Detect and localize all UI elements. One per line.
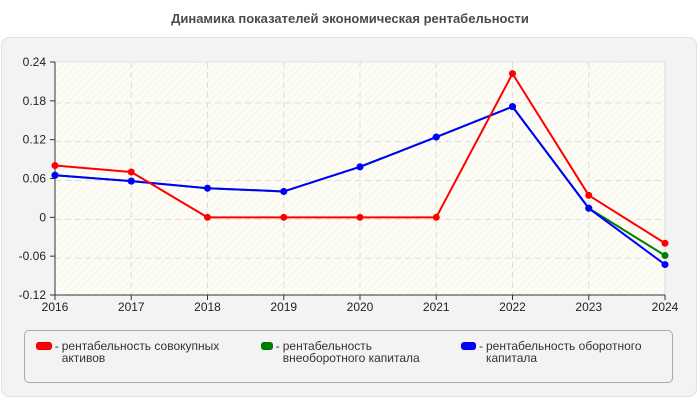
data-point[interactable] [356, 213, 364, 221]
legend-item-total-assets[interactable]: - рентабельность совокупных активов [36, 340, 251, 364]
data-point[interactable] [280, 213, 288, 221]
data-point[interactable] [204, 184, 211, 192]
series-lines [51, 70, 669, 269]
y-tick-label: 0.12 [23, 133, 47, 147]
y-tick-label: 0.24 [23, 55, 47, 69]
x-tick-label: 2016 [42, 300, 69, 314]
x-axis-ticks: 2016 2017 2018 2019 2020 2021 2022 2023 2024 [42, 295, 679, 314]
x-tick-label: 2019 [270, 300, 297, 314]
data-point[interactable] [280, 187, 288, 195]
y-tick-label: 0.18 [23, 94, 47, 108]
red-swatch-icon [36, 342, 52, 350]
data-point[interactable] [661, 261, 669, 269]
y-tick-label: -0.06 [19, 249, 47, 263]
legend-item-working-capital[interactable]: - рентабельность оборотного капитала [461, 340, 671, 364]
y-tick-label: 0 [39, 210, 46, 224]
series-2 [51, 103, 669, 269]
x-tick-label: 2018 [194, 300, 221, 314]
chart-title: Динамика показателей экономическая рента… [171, 11, 529, 26]
x-tick-label: 2023 [575, 300, 602, 314]
data-point[interactable] [51, 171, 59, 179]
x-tick-label: 2021 [423, 300, 450, 314]
y-tick-label: 0.06 [23, 172, 47, 186]
data-point[interactable] [585, 191, 593, 199]
blue-swatch-icon [461, 342, 476, 350]
data-point[interactable] [432, 133, 440, 141]
data-point[interactable] [509, 70, 516, 78]
x-tick-label: 2022 [499, 300, 526, 314]
data-point[interactable] [661, 252, 669, 260]
data-point[interactable] [127, 177, 135, 185]
data-point[interactable] [661, 239, 669, 247]
y-axis-ticks: 0.24 0.18 0.12 0.06 0 -0.06 -0.12 [19, 55, 55, 302]
legend-label: рентабельность внеоборотного капитала [282, 339, 420, 365]
data-point[interactable] [432, 213, 440, 221]
x-tick-label: 2017 [118, 300, 145, 314]
data-point[interactable] [204, 213, 211, 221]
series-0 [51, 70, 669, 247]
data-point[interactable] [585, 204, 593, 212]
data-point[interactable] [509, 103, 516, 111]
x-tick-label: 2020 [347, 300, 374, 314]
data-point[interactable] [127, 168, 135, 176]
data-point[interactable] [51, 162, 59, 170]
legend: - рентабельность совокупных активов - ре… [24, 330, 673, 383]
legend-item-noncurrent-capital[interactable]: - рентабельность внеоборотного капитала [261, 340, 441, 364]
legend-label: рентабельность совокупных активов [61, 339, 220, 365]
green-swatch-icon [261, 342, 273, 350]
legend-label: рентабельность оборотного капитала [485, 339, 642, 365]
y-tick-label: -0.12 [19, 288, 47, 302]
x-tick-label: 2024 [652, 300, 679, 314]
data-point[interactable] [356, 163, 364, 171]
